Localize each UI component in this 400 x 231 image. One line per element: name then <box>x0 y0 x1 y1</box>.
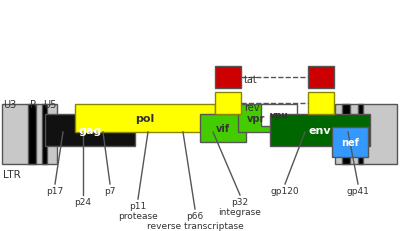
Text: U3: U3 <box>3 100 16 109</box>
Text: p11
protease: p11 protease <box>118 201 158 220</box>
Text: env: env <box>309 125 331 135</box>
Bar <box>215 93 241 115</box>
Text: rev: rev <box>244 103 260 112</box>
Bar <box>270 115 370 146</box>
Text: vpu: vpu <box>270 111 288 120</box>
Text: nef: nef <box>341 137 359 147</box>
Bar <box>75 105 215 132</box>
Text: p32
integrase: p32 integrase <box>218 197 262 216</box>
Bar <box>308 93 334 115</box>
Bar <box>308 67 334 89</box>
Text: vpr: vpr <box>247 113 265 123</box>
Text: vif: vif <box>216 123 230 134</box>
Text: tat: tat <box>244 75 258 85</box>
Bar <box>45 115 135 146</box>
Text: gp120: gp120 <box>271 186 299 195</box>
Bar <box>42 105 47 164</box>
Text: U5: U5 <box>43 100 56 109</box>
Bar <box>358 105 363 164</box>
Text: p7: p7 <box>104 186 116 195</box>
Text: LTR: LTR <box>3 169 21 179</box>
Text: p66
reverse transcriptase: p66 reverse transcriptase <box>147 211 243 230</box>
Text: R: R <box>30 100 37 109</box>
Bar <box>342 105 350 164</box>
Bar <box>200 115 246 142</box>
Text: p17: p17 <box>46 186 64 195</box>
Text: gag: gag <box>78 125 102 135</box>
Bar <box>261 105 297 126</box>
Bar <box>215 67 241 89</box>
Text: p24: p24 <box>74 197 92 206</box>
Bar <box>2 105 57 164</box>
Text: gp41: gp41 <box>346 186 370 195</box>
Bar <box>28 105 36 164</box>
Bar <box>238 105 274 132</box>
Text: pol: pol <box>135 113 155 123</box>
Bar <box>332 128 368 157</box>
Bar <box>335 105 397 164</box>
